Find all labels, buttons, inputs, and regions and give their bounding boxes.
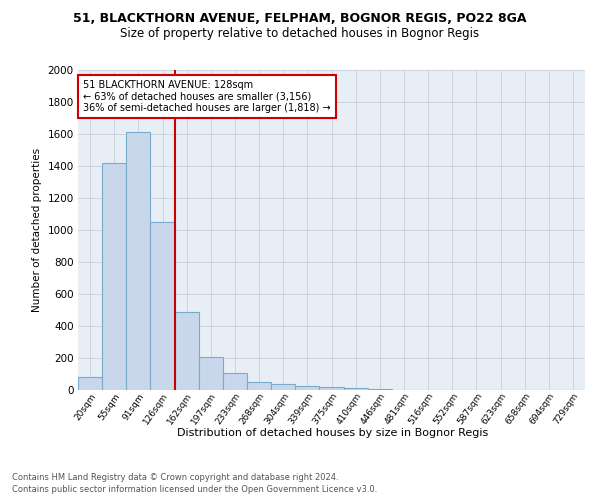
Bar	[295, 386, 319, 390]
Bar	[102, 163, 126, 390]
Bar	[126, 132, 151, 390]
Bar	[78, 377, 102, 390]
Bar	[175, 312, 199, 390]
Bar	[319, 387, 344, 390]
Bar	[368, 389, 392, 390]
Text: 51 BLACKTHORN AVENUE: 128sqm
← 63% of detached houses are smaller (3,156)
36% of: 51 BLACKTHORN AVENUE: 128sqm ← 63% of de…	[83, 80, 331, 113]
Text: Size of property relative to detached houses in Bognor Regis: Size of property relative to detached ho…	[121, 28, 479, 40]
Text: Contains HM Land Registry data © Crown copyright and database right 2024.: Contains HM Land Registry data © Crown c…	[12, 472, 338, 482]
Y-axis label: Number of detached properties: Number of detached properties	[32, 148, 42, 312]
Bar	[271, 384, 295, 390]
Bar	[151, 222, 175, 390]
Text: Contains public sector information licensed under the Open Government Licence v3: Contains public sector information licen…	[12, 485, 377, 494]
Bar	[247, 382, 271, 390]
Text: 51, BLACKTHORN AVENUE, FELPHAM, BOGNOR REGIS, PO22 8GA: 51, BLACKTHORN AVENUE, FELPHAM, BOGNOR R…	[73, 12, 527, 26]
Bar	[223, 373, 247, 390]
Bar	[199, 357, 223, 390]
Bar	[344, 388, 368, 390]
Text: Distribution of detached houses by size in Bognor Regis: Distribution of detached houses by size …	[178, 428, 488, 438]
